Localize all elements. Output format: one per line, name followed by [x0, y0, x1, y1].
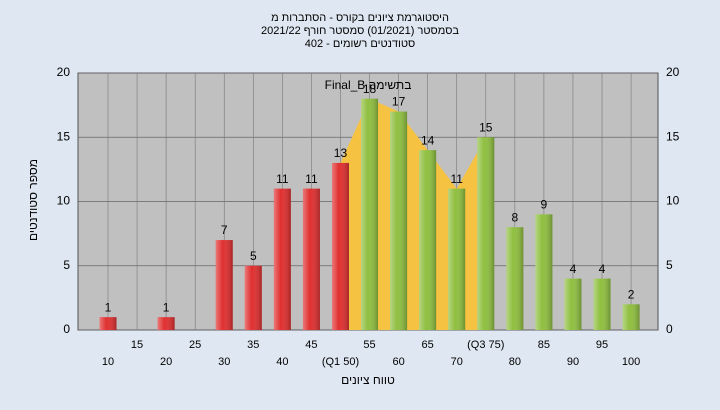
bar-shade — [302, 188, 320, 330]
value-label: 1 — [105, 300, 112, 314]
x-tick-label: 60 — [392, 356, 404, 368]
x-tick-label: 100 — [622, 356, 640, 368]
x-tick-label: 65 — [422, 339, 434, 351]
bar-shade — [564, 278, 582, 330]
x-tick-label: 90 — [567, 356, 579, 368]
annotation: Final_B בתשימה — [325, 78, 412, 92]
value-label: 18 — [363, 82, 377, 96]
x-tick-label: 30 — [218, 356, 230, 368]
y2-tick-label: 20 — [666, 65, 680, 79]
x-tick-label: 70 — [451, 356, 463, 368]
x-tick-label: (Q3 75) — [467, 339, 504, 351]
bar-shade — [215, 240, 233, 330]
x-tick-label: 85 — [538, 339, 550, 351]
bar-shade — [448, 188, 466, 330]
y2-tick-label: 10 — [666, 194, 680, 208]
value-label: 5 — [250, 249, 257, 263]
title-line: היסטוגרמת ציונים בקורס - הסתברות מ — [271, 12, 449, 24]
bar-shade — [506, 227, 524, 330]
x-tick-label: 45 — [305, 339, 317, 351]
x-tick-label: 35 — [247, 339, 259, 351]
value-label: 11 — [305, 172, 318, 186]
value-label: 14 — [421, 133, 435, 147]
y-axis-label: מספר סטודנטים — [26, 159, 40, 241]
bar-shade — [361, 98, 379, 330]
value-label: 17 — [392, 95, 406, 109]
x-tick-label: 10 — [102, 356, 114, 368]
bar-shade — [622, 304, 640, 330]
y-tick-label: 5 — [63, 258, 70, 272]
value-label: 7 — [221, 223, 228, 237]
value-label: 4 — [599, 262, 606, 276]
value-label: 2 — [628, 287, 635, 301]
y-tick-label: 10 — [57, 194, 71, 208]
y2-tick-label: 5 — [666, 258, 673, 272]
bar-shade — [331, 162, 349, 330]
value-label: 9 — [541, 198, 548, 212]
x-tick-label: 25 — [189, 339, 201, 351]
y2-tick-label: 15 — [666, 129, 680, 143]
x-tick-label: (Q1 50) — [322, 356, 359, 368]
y-tick-label: 15 — [57, 129, 71, 143]
value-label: 1 — [163, 300, 170, 314]
x-tick-label: 40 — [276, 356, 288, 368]
bar-shade — [477, 137, 495, 330]
bar-shade — [390, 111, 408, 330]
x-tick-label: 15 — [131, 339, 143, 351]
x-tick-label: 55 — [363, 339, 375, 351]
title-line: בסמסטר (01/2021) סמסטר חורף 2021/22 — [261, 25, 459, 37]
value-label: 15 — [479, 120, 493, 134]
bar-shade — [419, 150, 437, 330]
value-label: 11 — [450, 172, 463, 186]
value-label: 8 — [511, 210, 518, 224]
bar-shade — [593, 278, 611, 330]
value-label: 11 — [276, 172, 289, 186]
value-label: 4 — [570, 262, 577, 276]
bar-shade — [273, 188, 291, 330]
x-tick-label: 20 — [160, 356, 172, 368]
bar-shade — [244, 265, 262, 330]
value-label: 13 — [334, 146, 348, 160]
x-axis-label: טווח ציונים — [341, 373, 395, 387]
title-line: 402 - סטודנטים רשומים — [305, 38, 416, 50]
bar-shade — [157, 317, 175, 330]
x-tick-label: 95 — [596, 339, 608, 351]
x-tick-label: 80 — [509, 356, 521, 368]
bar-shade — [535, 214, 553, 330]
y2-tick-label: 0 — [666, 322, 673, 336]
y-tick-label: 20 — [57, 65, 71, 79]
bar-shade — [99, 317, 117, 330]
y-tick-label: 0 — [63, 322, 70, 336]
